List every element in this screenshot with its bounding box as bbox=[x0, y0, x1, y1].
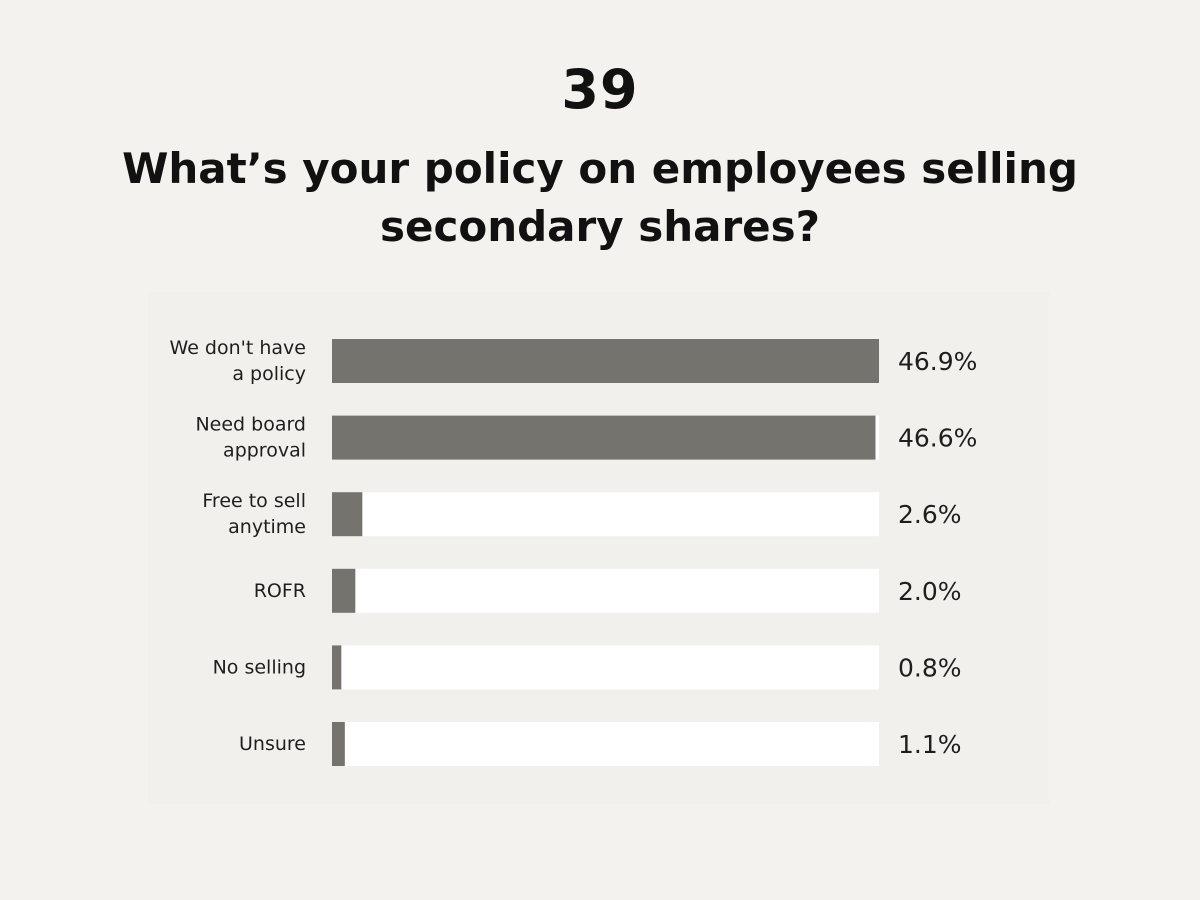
category-label: ROFR bbox=[254, 580, 306, 602]
category-label: Need board approval bbox=[195, 414, 306, 462]
bar-track bbox=[332, 568, 879, 613]
bar bbox=[332, 645, 342, 690]
category-label: We don't have a policy bbox=[170, 337, 306, 385]
category-label: Unsure bbox=[239, 733, 306, 755]
bar bbox=[332, 415, 876, 460]
bar-chart: We don't have a policy 46.9% Need board appr… bbox=[170, 337, 977, 766]
chart-panel: We don't have a policy 46.9% Need board appr… bbox=[148, 292, 1050, 804]
value-label: 46.6% bbox=[898, 424, 977, 453]
question-title: What’s your policy on employees selling … bbox=[122, 144, 1078, 251]
bar bbox=[332, 568, 356, 613]
bar-track bbox=[332, 645, 879, 690]
bar bbox=[332, 492, 363, 537]
value-label: 2.0% bbox=[898, 577, 962, 606]
value-label: 1.1% bbox=[898, 730, 962, 759]
bar bbox=[332, 339, 879, 383]
category-label: Free to sell anytime bbox=[202, 490, 306, 538]
category-label: No selling bbox=[213, 656, 306, 678]
value-label: 2.6% bbox=[898, 500, 962, 529]
bar-track bbox=[332, 722, 879, 766]
bar-track bbox=[332, 492, 879, 537]
bar bbox=[332, 722, 345, 766]
value-label: 0.8% bbox=[898, 653, 962, 682]
value-label: 46.9% bbox=[898, 347, 977, 376]
question-number: 39 bbox=[561, 58, 639, 121]
